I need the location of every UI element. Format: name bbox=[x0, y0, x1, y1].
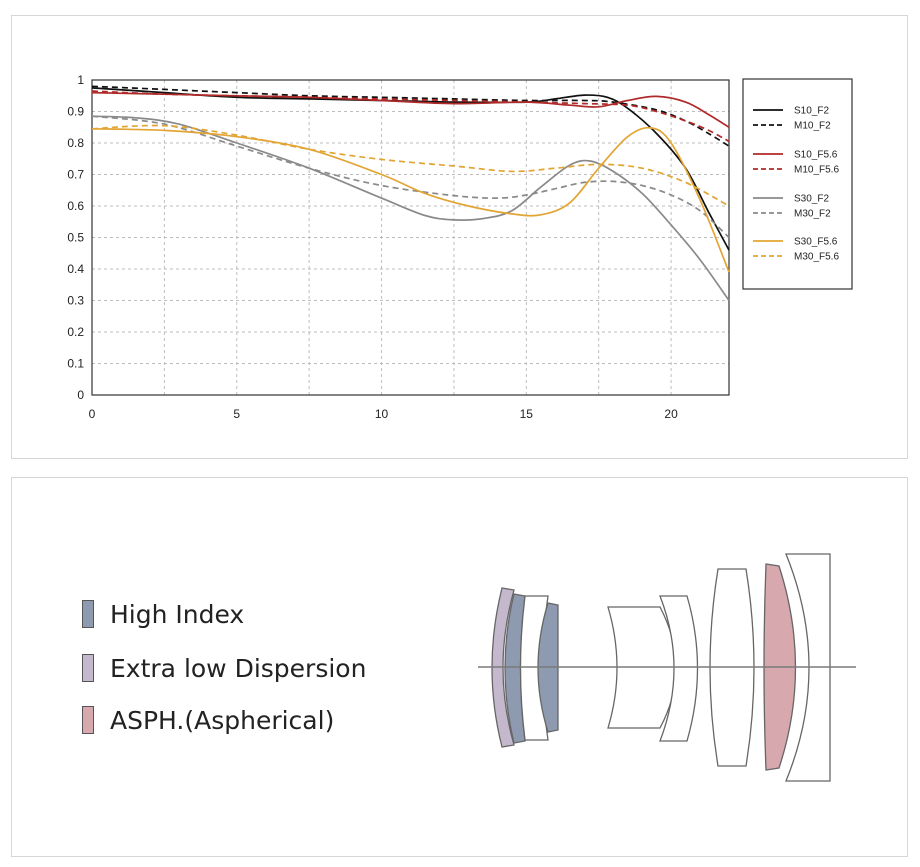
lens-element-9 bbox=[785, 553, 831, 782]
y-tick-label: 0.3 bbox=[67, 294, 84, 308]
series-line-s10-f5-6 bbox=[91, 91, 730, 129]
high-index-swatch bbox=[82, 600, 94, 628]
legend-label: M30_F2 bbox=[794, 209, 831, 220]
y-tick-label: 0.1 bbox=[67, 357, 84, 371]
high-index-label: High Index bbox=[110, 599, 245, 629]
lens-element-1-ed bbox=[491, 587, 515, 748]
lens-element-2-high-index bbox=[504, 593, 526, 744]
legend-label: M10_F5.6 bbox=[794, 165, 839, 176]
series-line-m10-f2 bbox=[91, 85, 730, 147]
y-tick-label: 0.5 bbox=[67, 231, 84, 245]
x-tick-label: 20 bbox=[664, 407, 678, 421]
legend-label: M30_F5.6 bbox=[794, 252, 839, 263]
series-line-s10-f2 bbox=[91, 87, 730, 251]
lens-diagram-panel: High Index Extra low Dispersion ASPH.(As… bbox=[11, 477, 908, 857]
x-tick-label: 0 bbox=[89, 407, 96, 421]
x-tick-label: 5 bbox=[233, 407, 240, 421]
y-tick-label: 0.2 bbox=[67, 325, 84, 339]
y-tick-label: 0.6 bbox=[67, 199, 84, 213]
x-tick-label: 10 bbox=[375, 407, 389, 421]
legend-label: S30_F5.6 bbox=[794, 237, 838, 248]
legend-label: M10_F2 bbox=[794, 121, 831, 132]
mtf-chart: 00.10.20.30.40.50.60.70.80.910 5 10 15 20S10… bbox=[67, 73, 853, 421]
series-line-s30-f2 bbox=[91, 115, 730, 301]
lens-element-6 bbox=[659, 595, 699, 742]
lens-element-8-aspherical bbox=[763, 563, 797, 771]
extra-low-dispersion-swatch bbox=[82, 654, 94, 682]
series-line-m30-f5-6 bbox=[91, 124, 730, 207]
lens-element-4-high-index bbox=[537, 602, 559, 733]
y-tick-label: 0.9 bbox=[67, 105, 84, 119]
series-line-s30-f5-6 bbox=[91, 126, 730, 273]
lens-element-5 bbox=[607, 606, 677, 729]
key-high-index: High Index bbox=[82, 599, 244, 629]
legend-label: S30_F2 bbox=[794, 194, 829, 205]
lens-element-7 bbox=[709, 568, 755, 767]
y-tick-label: 0.4 bbox=[67, 262, 84, 276]
y-tick-label: 0 bbox=[77, 388, 84, 402]
aspherical-swatch bbox=[82, 706, 94, 734]
y-tick-label: 0.7 bbox=[67, 168, 84, 182]
lens-element-3 bbox=[519, 595, 549, 741]
legend-box bbox=[742, 78, 853, 290]
legend-label: S10_F5.6 bbox=[794, 150, 838, 161]
key-aspherical: ASPH.(Aspherical) bbox=[82, 705, 334, 735]
y-tick-label: 0.8 bbox=[67, 136, 84, 150]
extra-low-dispersion-label: Extra low Dispersion bbox=[110, 653, 367, 683]
x-tick-label: 15 bbox=[520, 407, 534, 421]
mtf-chart-panel: 0 0.1 0.2 0.3 0.4 0.5 0.6 0.7 0.8 0.9 1 0 5 10 15 20 S10… bbox=[11, 15, 908, 459]
series-line-m30-f2 bbox=[91, 115, 730, 239]
key-extra-low-dispersion: Extra low Dispersion bbox=[82, 653, 366, 683]
legend-label: S10_F2 bbox=[794, 106, 829, 117]
series-line-m10-f5-6 bbox=[91, 90, 730, 143]
y-tick-label: 1 bbox=[77, 73, 84, 87]
aspherical-label: ASPH.(Aspherical) bbox=[110, 705, 335, 735]
